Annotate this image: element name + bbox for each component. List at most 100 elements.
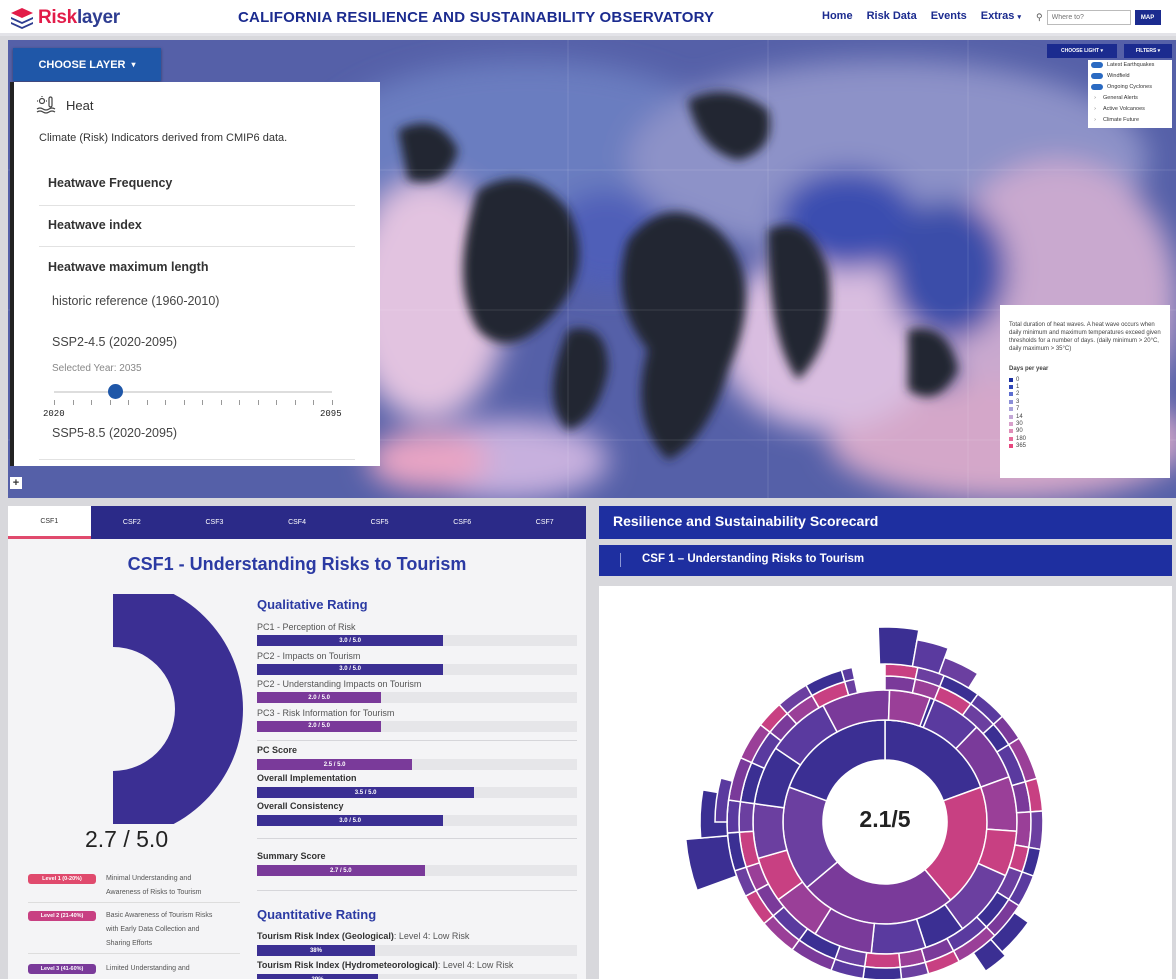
slider-tick: [331, 400, 333, 405]
toggle-active-volcanoes[interactable]: › Active Volcanoes: [1091, 106, 1145, 112]
summary-score-label: Summary Score: [257, 851, 326, 861]
slider-tick: [165, 400, 166, 405]
nav-risk-data[interactable]: Risk Data: [866, 10, 917, 22]
legend-entry: 90: [1009, 428, 1161, 435]
level-description: Basic Awareness of Tourism Risks with Ear…: [106, 909, 212, 951]
sunburst-segment[interactable]: [726, 799, 742, 834]
filters-button[interactable]: FILTERS ▾: [1124, 44, 1172, 58]
year-slider-handle[interactable]: [108, 384, 123, 399]
choose-layer-button[interactable]: CHOOSE LAYER ▾: [13, 48, 161, 81]
toggle-climate-future[interactable]: › Climate Future: [1091, 117, 1139, 123]
rating-bar-fill: 2.0 / 5.0: [257, 692, 382, 703]
csf-panel: CSF1 CSF2 CSF3 CSF4 CSF5 CSF6 CSF7 CSF1 - Unde…: [8, 506, 586, 979]
year-slider-track[interactable]: [54, 391, 332, 393]
tab-csf5[interactable]: CSF5: [370, 519, 389, 526]
quantitative-heading: Quantitative Rating: [257, 907, 377, 922]
slider-tick: [257, 400, 259, 405]
rating-label: PC2 - Understanding Impacts on Tourism: [257, 679, 422, 689]
sunburst-segment[interactable]: [1014, 811, 1032, 849]
level-badge: Level 2 (21-40%): [28, 911, 96, 921]
logo-text-layer: layer: [76, 7, 120, 28]
sunburst-segment[interactable]: [972, 938, 1007, 973]
layer-category-header: Heat: [36, 96, 93, 114]
slider-tick: [72, 400, 74, 405]
slider-tick: [109, 400, 111, 405]
toggle-switch: [1091, 62, 1103, 68]
heat-icon: [36, 96, 56, 114]
sunburst-segment[interactable]: [684, 834, 738, 892]
legend-swatch: [1009, 436, 1013, 441]
tab-csf1[interactable]: CSF1: [8, 506, 91, 539]
nav-events[interactable]: Events: [930, 10, 967, 22]
rating-bar-fill: 2.7 / 5.0: [257, 865, 425, 876]
slider-tick: [294, 400, 296, 405]
sunburst-segment[interactable]: [840, 666, 856, 683]
csf-title: CSF1 - Understanding Risks to Tourism: [127, 554, 467, 574]
toggle-latest-earthquakes[interactable]: Latest Earthquakes: [1091, 62, 1154, 68]
legend-swatch: [1009, 407, 1013, 412]
scenario-historic[interactable]: historic reference (1960-2010): [52, 294, 220, 308]
sunburst-segment[interactable]: [738, 800, 756, 833]
rating-bar-fill: 3.0 / 5.0: [257, 815, 444, 826]
search-input[interactable]: [1046, 10, 1131, 25]
sunburst-segment[interactable]: [870, 918, 927, 955]
filters-label: FILTERS: [1135, 48, 1157, 54]
rating-label: PC1 - Perception of Risk: [257, 622, 356, 632]
sunburst-segment[interactable]: [938, 656, 979, 690]
tab-csf7[interactable]: CSF7: [535, 519, 554, 526]
layer-item-heatwave-frequency[interactable]: Heatwave Frequency: [48, 176, 173, 190]
toggle-label: Active Volcanoes: [1103, 106, 1145, 112]
toggle-label: Ongoing Cyclones: [1107, 84, 1152, 90]
risklayer-logo[interactable]: Risklayer: [10, 6, 120, 30]
tab-csf2[interactable]: CSF2: [122, 519, 141, 526]
nav-extras[interactable]: Extras ▾: [981, 10, 1021, 22]
toggle-windfield[interactable]: Windfield: [1091, 73, 1130, 79]
legend-entry: 1: [1009, 383, 1161, 390]
tab-csf6[interactable]: CSF6: [453, 519, 472, 526]
sunburst-segment[interactable]: [1027, 810, 1044, 851]
scenario-ssp245[interactable]: SSP2-4.5 (2020-2095): [52, 335, 178, 349]
toggle-label: Latest Earthquakes: [1107, 62, 1155, 68]
legend-label: 3: [1016, 398, 1020, 405]
sunburst-segment[interactable]: [714, 777, 734, 823]
slider-tick: [220, 400, 222, 405]
layer-item-heatwave-index[interactable]: Heatwave index: [48, 218, 142, 232]
sunburst-segment[interactable]: [862, 965, 903, 979]
toggle-ongoing-cyclones[interactable]: Ongoing Cyclones: [1091, 84, 1152, 90]
quantitative-index-level: : Level 4: Low Risk: [437, 960, 514, 970]
main-nav: Home Risk Data Events Extras ▾: [822, 10, 1021, 22]
scenario-ssp585[interactable]: SSP5-8.5 (2020-2095): [52, 426, 178, 440]
rating-bar: 39%: [257, 974, 577, 979]
map-button[interactable]: MAP: [1134, 10, 1161, 25]
chevron-right-icon: ›: [1094, 106, 1096, 112]
sunburst-segment[interactable]: [863, 951, 902, 969]
logo-text-risk: Risk: [38, 7, 77, 28]
toggle-switch: [1091, 84, 1103, 90]
rating-bar-fill: 3.5 / 5.0: [257, 787, 475, 798]
tab-csf4[interactable]: CSF4: [288, 519, 306, 526]
tab-csf3[interactable]: CSF3: [205, 519, 224, 526]
choose-light-label: CHOOSE LIGHT: [1061, 48, 1100, 54]
legend-entries: 0 1 2 3 7 14 30 90 180 365: [1009, 376, 1161, 450]
toggle-general-alerts[interactable]: › General Alerts: [1091, 95, 1138, 101]
map-legend: Total duration of heat waves. A heat wav…: [1000, 305, 1170, 478]
layer-category-label: Heat: [66, 97, 94, 113]
sunburst-chart-area: 2.1/5: [599, 586, 1172, 979]
rating-bar: 3.0 / 5.0: [257, 815, 577, 826]
divider: [39, 459, 355, 460]
zoom-in-button[interactable]: +: [10, 477, 22, 489]
slider-tick: [128, 400, 129, 405]
rating-bar: 2.0 / 5.0: [257, 692, 577, 703]
slider-tick: [146, 400, 148, 405]
slider-tick: [276, 400, 277, 405]
level-description-line: Minimal Understanding and: [106, 875, 192, 882]
divider: [39, 205, 355, 206]
legend-swatch: [1009, 377, 1013, 382]
year-slider-max: 2095: [320, 409, 342, 419]
rating-bar: 3.0 / 5.0: [257, 635, 577, 646]
sunburst-segment[interactable]: [752, 802, 788, 860]
layer-item-heatwave-max-length[interactable]: Heatwave maximum length: [48, 260, 209, 274]
level-description-line: Limited Understanding and: [106, 965, 190, 972]
nav-home[interactable]: Home: [822, 10, 853, 22]
choose-light-button[interactable]: CHOOSE LIGHT ▾: [1047, 44, 1117, 58]
